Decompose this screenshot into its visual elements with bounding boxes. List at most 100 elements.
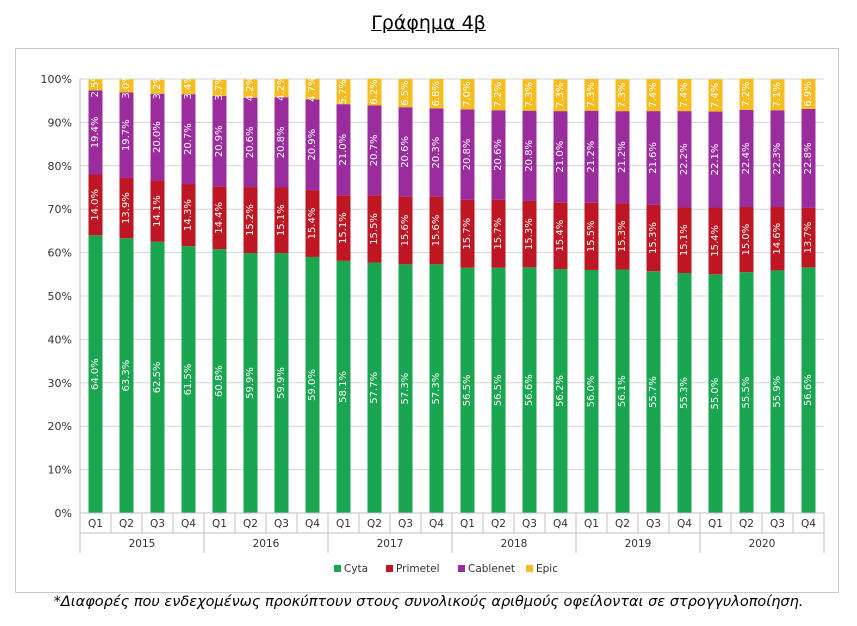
data-label: 56.6% (524, 374, 535, 406)
bar-segment-cablenet (770, 110, 785, 208)
data-label: 20.8% (276, 126, 287, 158)
bar-segment-epic (739, 78, 754, 110)
data-label: 15.3% (524, 218, 535, 250)
bar-segment-primetel (522, 200, 537, 268)
data-label: 21.6% (648, 142, 659, 174)
data-label: 55.3% (679, 377, 690, 409)
bar-segment-cyta (181, 246, 196, 513)
bar-segment-cablenet (367, 105, 382, 196)
year-label: 2015 (129, 538, 156, 550)
bar-segment-epic (181, 79, 196, 95)
data-label: 15.2% (245, 204, 256, 236)
x-tick-label: Q3 (398, 518, 413, 530)
data-label: 15.5% (586, 220, 597, 252)
data-label: 4.2% (276, 75, 287, 100)
data-label: 56.1% (617, 375, 628, 407)
x-tick-label: Q1 (88, 518, 103, 530)
data-label: 7.3% (524, 82, 535, 107)
legend-entry: Cablenet (468, 563, 515, 575)
bar-segment-cablenet (801, 108, 816, 208)
data-label: 3.7% (214, 75, 225, 100)
y-tick-label: 40% (48, 333, 72, 346)
bar-segment-epic (584, 79, 599, 111)
data-label: 7.3% (555, 83, 566, 108)
bar-segment-cablenet (429, 108, 444, 197)
x-tick-label: Q1 (336, 518, 351, 530)
x-tick-label: Q4 (553, 518, 568, 530)
x-tick-label: Q2 (491, 518, 506, 530)
bar-segment-primetel (801, 207, 816, 268)
bar-segment-primetel (584, 202, 599, 270)
data-label: 58.1% (338, 371, 349, 403)
data-label: 20.7% (369, 135, 380, 167)
bar-segment-cyta (708, 274, 723, 513)
data-label: 21.0% (338, 134, 349, 166)
bar-segment-cyta (770, 270, 785, 513)
data-label: 20.6% (493, 139, 504, 171)
bar-segment-epic (150, 79, 165, 94)
bar-segment-cyta (584, 269, 599, 513)
bar-segment-epic (708, 79, 723, 112)
bar-segment-cablenet (119, 92, 134, 178)
bar-segment-cyta (274, 253, 289, 513)
data-label: 3.4% (183, 74, 194, 99)
data-label: 20.6% (245, 126, 256, 158)
data-label: 15.7% (493, 218, 504, 250)
data-label: 15.1% (276, 204, 287, 236)
data-label: 14.0% (90, 189, 101, 221)
data-label: 6.8% (431, 81, 442, 106)
bar-segment-cyta (491, 267, 506, 513)
bar-segment-epic (274, 79, 289, 98)
legend-entry: Cyta (344, 563, 368, 575)
x-tick-label: Q1 (708, 518, 723, 530)
bar-segment-cyta (243, 253, 258, 513)
data-label: 14.4% (214, 202, 225, 234)
bar-segment-epic (677, 79, 692, 112)
y-tick-label: 80% (48, 160, 72, 173)
bar-segment-cyta (336, 260, 351, 513)
bar-segment-cyta (305, 256, 320, 513)
data-label: 56.6% (803, 374, 814, 406)
data-label: 14.3% (183, 199, 194, 231)
bar-segment-epic (770, 79, 785, 111)
data-label: 5.7% (338, 79, 349, 104)
data-label: 15.4% (307, 208, 318, 240)
x-tick-label: Q2 (615, 518, 630, 530)
data-label: 13.7% (803, 222, 814, 254)
bar-segment-epic (88, 79, 103, 91)
data-label: 59.9% (245, 367, 256, 399)
data-label: 13.9% (121, 192, 132, 224)
y-tick-label: 30% (48, 377, 72, 390)
data-label: 64.0% (90, 358, 101, 390)
bar-segment-cablenet (615, 111, 630, 204)
bar-segment-cablenet (553, 111, 568, 203)
data-label: 7.2% (741, 81, 752, 106)
data-label: 56.5% (462, 375, 473, 407)
bar-segment-primetel (88, 174, 103, 236)
bar-segment-epic (553, 79, 568, 112)
x-tick-label: Q3 (150, 518, 165, 530)
bar-segment-primetel (553, 202, 568, 270)
bar-segment-cyta (460, 267, 475, 513)
x-tick-label: Q3 (274, 518, 289, 530)
x-tick-label: Q3 (646, 518, 661, 530)
year-label: 2017 (377, 538, 404, 550)
bar-segment-cablenet (398, 107, 413, 197)
y-tick-label: 60% (48, 247, 72, 260)
bar-segment-cablenet (491, 110, 506, 200)
x-tick-label: Q4 (429, 518, 444, 530)
bar-segment-cyta (212, 249, 227, 514)
data-label: 15.3% (617, 220, 628, 252)
bar-segment-cablenet (243, 97, 258, 188)
x-tick-label: Q4 (305, 518, 320, 530)
bar-segment-cyta (119, 238, 134, 513)
data-label: 15.4% (710, 225, 721, 257)
bar-segment-cyta (367, 262, 382, 513)
x-tick-label: Q2 (367, 518, 382, 530)
data-label: 19.7% (121, 119, 132, 151)
bar-segment-primetel (336, 195, 351, 261)
data-label: 21.0% (555, 141, 566, 173)
bar-segment-cyta (677, 272, 692, 513)
bar-segment-primetel (646, 204, 661, 272)
bar-segment-primetel (119, 177, 134, 239)
